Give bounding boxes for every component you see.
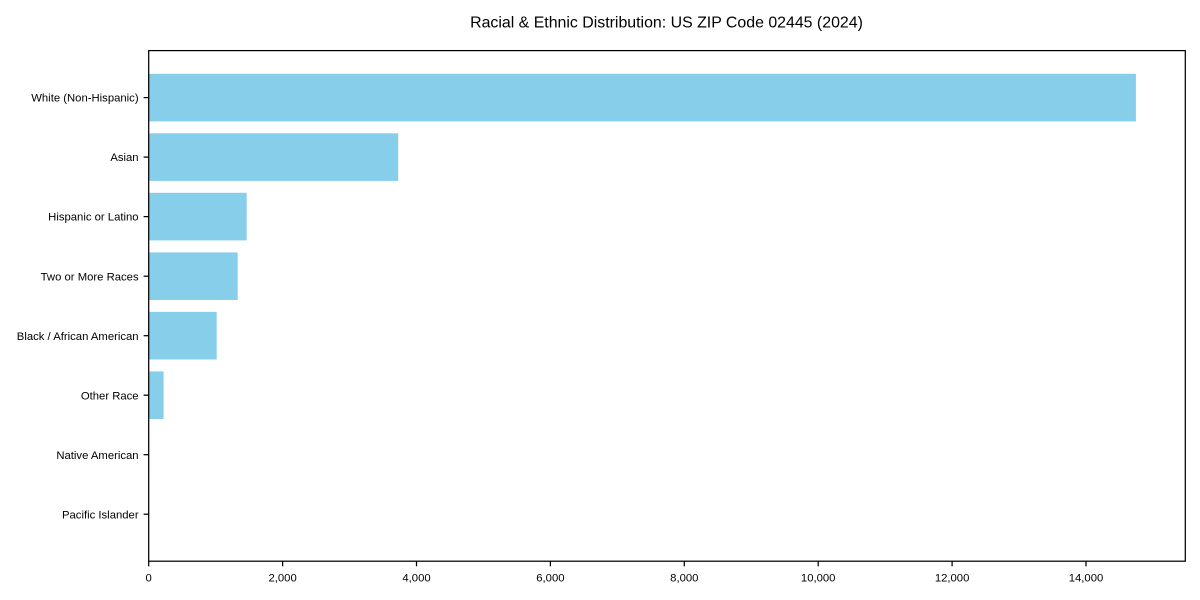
- svg-text:4,000: 4,000: [402, 572, 430, 584]
- svg-text:Racial & Ethnic Distribution:: Racial & Ethnic Distribution: US ZIP Cod…: [470, 15, 863, 32]
- svg-text:6,000: 6,000: [536, 572, 564, 584]
- svg-text:Asian: Asian: [110, 152, 138, 164]
- svg-text:Pacific Islander: Pacific Islander: [62, 509, 139, 521]
- svg-text:2,000: 2,000: [268, 572, 296, 584]
- svg-text:Other Race: Other Race: [81, 390, 139, 402]
- svg-text:10,000: 10,000: [801, 572, 836, 584]
- svg-text:Hispanic or Latino: Hispanic or Latino: [48, 212, 138, 224]
- svg-text:8,000: 8,000: [670, 572, 698, 584]
- svg-text:12,000: 12,000: [935, 572, 970, 584]
- svg-text:Black / African American: Black / African American: [17, 331, 139, 343]
- svg-text:White (Non-Hispanic): White (Non-Hispanic): [31, 93, 139, 105]
- svg-text:0: 0: [146, 572, 152, 584]
- svg-text:Two or More Races: Two or More Races: [41, 271, 139, 283]
- svg-text:Native American: Native American: [56, 450, 138, 462]
- svg-text:14,000: 14,000: [1069, 572, 1104, 584]
